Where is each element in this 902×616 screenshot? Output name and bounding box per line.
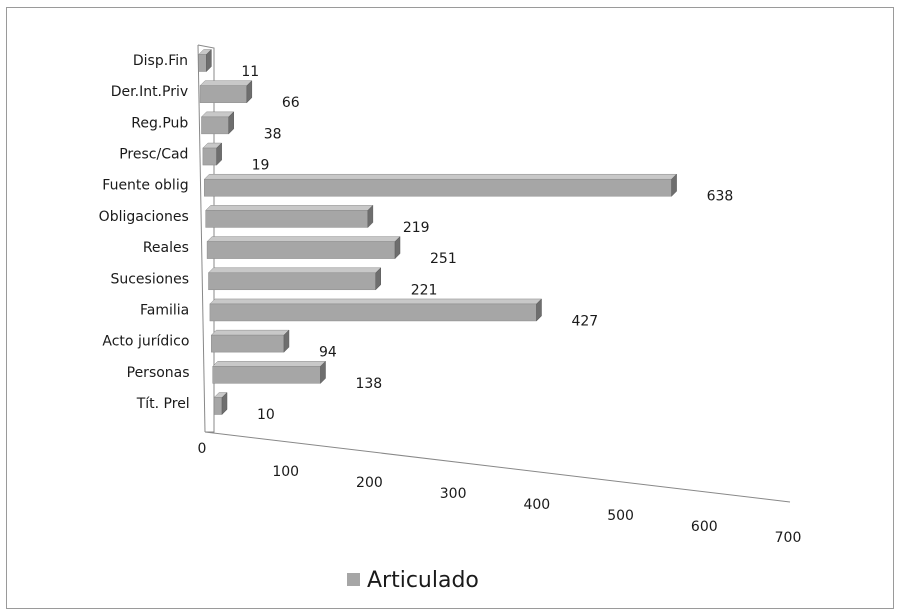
category-label: Tít. Prel [136, 396, 190, 412]
category-label: Der.Int.Priv [111, 84, 188, 100]
bar-6 [206, 235, 401, 260]
x-tick-label: 700 [775, 530, 802, 546]
legend-label: Articulado [367, 568, 479, 593]
bar-side-face [394, 235, 401, 260]
category-label: Reales [143, 240, 189, 256]
bar-12 [198, 48, 212, 73]
x-tick-labels: 0 100 200 300 400 500 600 700 [198, 441, 802, 546]
bar-series [198, 48, 678, 416]
bar-top-face [206, 236, 401, 242]
bar-2 [212, 360, 327, 384]
bar-side-face [367, 204, 374, 229]
category-label: Personas [127, 365, 190, 381]
value-label: 427 [571, 313, 598, 329]
value-label: 219 [403, 220, 430, 236]
bar-top-face [203, 173, 678, 180]
bar-9 [202, 142, 223, 166]
bar-front-face [213, 397, 223, 415]
category-label: Obligaciones [99, 209, 189, 225]
bar-3 [210, 329, 290, 353]
bar-top-face [210, 329, 290, 336]
bar-4 [209, 298, 543, 322]
bar-top-face [209, 298, 543, 305]
bar-top-face [199, 80, 253, 86]
bar-front-face [199, 85, 248, 103]
bar-side-face [375, 267, 381, 291]
value-label: 221 [411, 282, 438, 298]
bar-side-face [216, 142, 222, 166]
value-label: 94 [319, 345, 337, 361]
bar-top-face [212, 361, 327, 367]
value-label: 19 [252, 158, 270, 174]
category-label: Acto jurídico [102, 334, 189, 350]
x-tick-label: 200 [356, 475, 383, 491]
value-label: 251 [430, 251, 457, 267]
category-label: Sucesiones [110, 271, 189, 287]
x-tick-label: 300 [440, 486, 467, 502]
bar-front-face [205, 210, 369, 228]
category-label: Presc/Cad [119, 147, 188, 163]
value-label: 638 [707, 189, 734, 205]
category-label: Reg.Pub [131, 115, 188, 131]
value-label: 11 [241, 64, 259, 80]
bar-11 [199, 80, 253, 104]
bar-top-face [200, 111, 235, 118]
bar-front-face [212, 366, 321, 384]
x-tick-label: 600 [691, 519, 718, 535]
bar-top-face [205, 205, 374, 211]
bar-8 [203, 173, 678, 197]
category-label: Disp.Fin [133, 53, 188, 69]
x-tick-label: 400 [523, 497, 550, 513]
value-label: 66 [282, 95, 300, 111]
bar-side-face [228, 111, 234, 135]
value-label: 10 [257, 407, 275, 423]
bar-front-face [208, 272, 376, 291]
category-label: Fuente oblig [102, 178, 188, 194]
bar-1 [213, 391, 228, 416]
bar-front-face [209, 303, 537, 322]
bar-front-face [206, 241, 396, 259]
legend: Articulado [347, 568, 479, 593]
x-tick-label: 500 [607, 508, 634, 524]
bar-7 [205, 204, 374, 229]
y-axis-line [197, 44, 206, 433]
legend-swatch [347, 573, 360, 586]
bar-front-face [198, 54, 207, 72]
bar-side-face [671, 173, 677, 197]
bar-front-face [201, 116, 229, 135]
bar-front-face [202, 147, 217, 166]
bar-side-face [206, 48, 212, 73]
value-label: 138 [355, 376, 382, 392]
bar-side-face [283, 329, 290, 353]
bar-front-face [211, 334, 285, 353]
bar-front-face [204, 178, 672, 197]
x-tick-label: 100 [272, 464, 299, 480]
bar-10 [200, 111, 235, 135]
bar-side-face [536, 298, 542, 322]
value-label: 38 [264, 126, 282, 142]
x-axis-line [204, 431, 791, 503]
bar-side-face [246, 80, 253, 104]
bar-side-face [320, 360, 326, 384]
category-label: Familia [140, 302, 189, 318]
bar-top-face [207, 267, 382, 274]
x-tick-label: 0 [198, 441, 207, 457]
category-labels: Tít. Prel Personas Acto jurídico Familia Suc… [99, 53, 190, 412]
bar-5 [207, 267, 382, 291]
bar-side-face [221, 391, 228, 416]
